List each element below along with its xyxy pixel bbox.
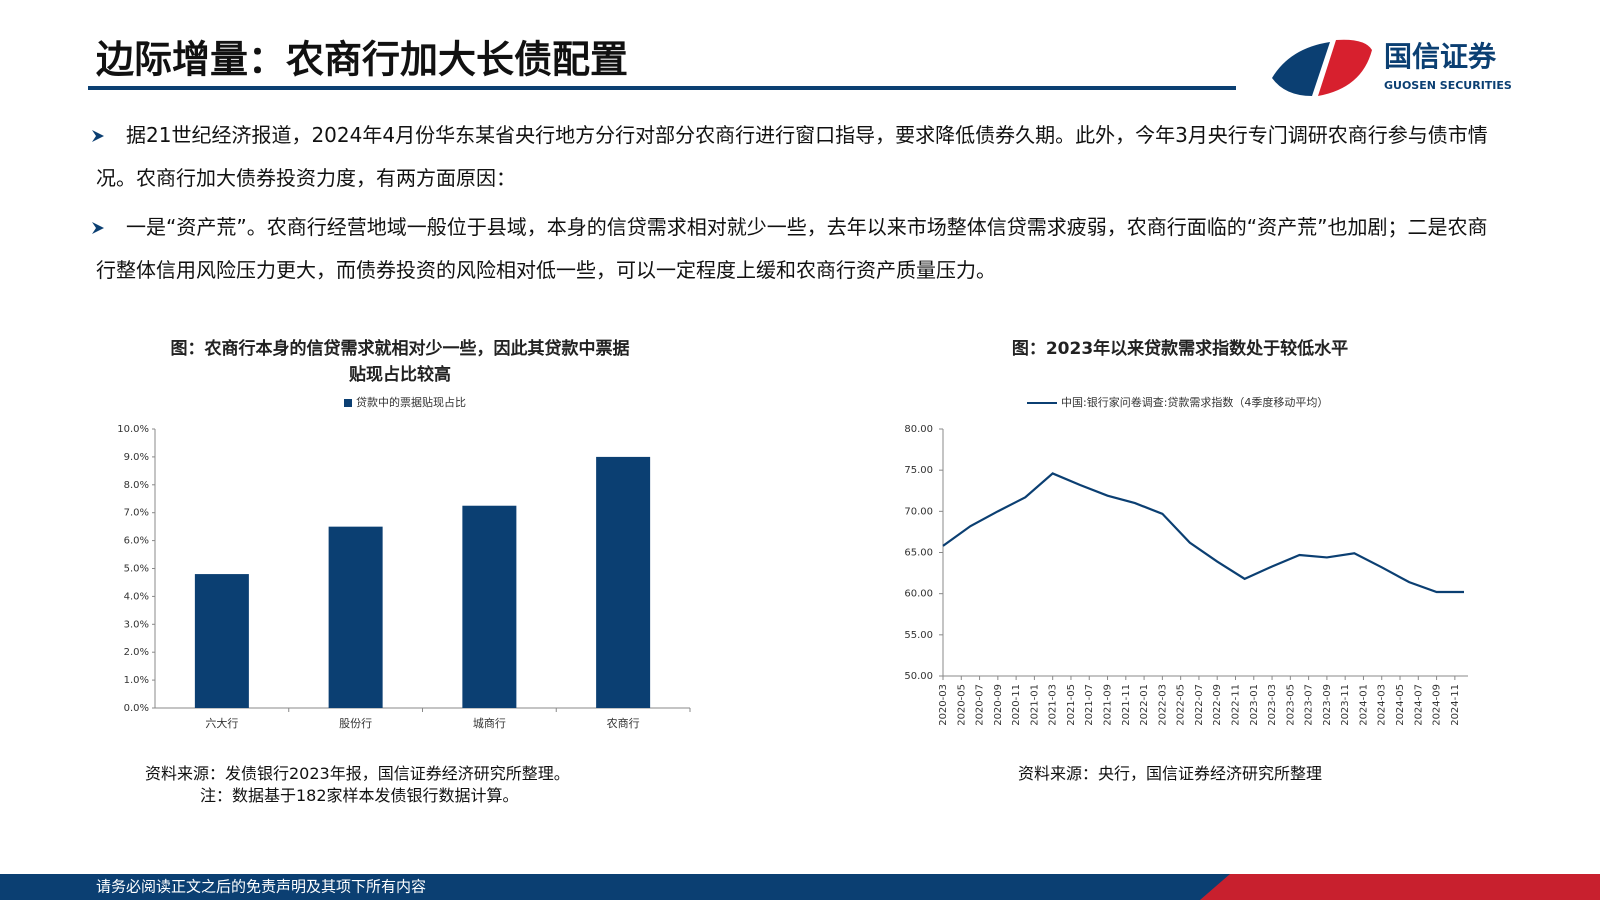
y-tick-label: 55.00: [904, 630, 933, 641]
x-tick-label: 2021-11: [1121, 684, 1132, 726]
x-tick-label: 2021-03: [1048, 684, 1059, 726]
bar: [328, 526, 383, 708]
x-tick-label: 2022-09: [1212, 684, 1223, 726]
logo: [1272, 39, 1372, 96]
x-tick-label: 2024-07: [1413, 684, 1424, 726]
x-tick-label: 2023-09: [1322, 684, 1333, 726]
x-tick-label: 2020-07: [975, 684, 986, 726]
y-tick-label: 4.0%: [124, 591, 149, 602]
x-tick-label: 2023-07: [1304, 684, 1315, 726]
y-tick-label: 1.0%: [124, 675, 149, 686]
legend-label: 中国:银行家问卷调查:贷款需求指数（4季度移动平均）: [1061, 395, 1328, 409]
chart-title: 图：农商行本身的信贷需求就相对少一些，因此其贷款中票据贴现占比较高: [170, 339, 630, 385]
x-tick-label: 2024-09: [1432, 684, 1443, 726]
bar: [194, 574, 249, 708]
x-tick-label: 2022-05: [1176, 684, 1187, 726]
y-tick-label: 3.0%: [124, 619, 149, 630]
y-tick-label: 70.00: [904, 506, 933, 517]
x-tick-label: 城商行: [473, 716, 506, 730]
x-tick-label: 2021-01: [1029, 684, 1040, 726]
slide-title: 边际增量：农商行加大长债配置: [96, 38, 628, 82]
y-tick-label: 2.0%: [124, 647, 149, 658]
y-tick-label: 50.00: [904, 671, 933, 682]
x-tick-label: 股份行: [339, 717, 372, 730]
x-tick-label: 2024-01: [1358, 684, 1369, 726]
y-tick-label: 8.0%: [124, 480, 149, 491]
y-tick-label: 6.0%: [124, 536, 149, 547]
x-tick-label: 2022-07: [1194, 684, 1205, 726]
legend-swatch: [344, 399, 352, 407]
x-tick-label: 2020-11: [1011, 684, 1022, 726]
title-rule: [88, 86, 1236, 90]
bar: [462, 505, 517, 708]
x-tick-label: 2020-05: [956, 684, 967, 726]
x-tick-label: 2022-03: [1157, 684, 1168, 726]
x-tick-label: 2023-03: [1267, 684, 1278, 726]
x-tick-label: 2023-01: [1249, 684, 1260, 726]
bullet-marker: [92, 222, 104, 234]
y-tick-label: 80.00: [904, 424, 933, 435]
x-tick-label: 2021-05: [1066, 684, 1077, 726]
x-tick-label: 2021-09: [1103, 684, 1114, 726]
y-tick-label: 9.0%: [124, 452, 149, 463]
bar: [596, 456, 651, 708]
x-tick-label: 2024-05: [1395, 684, 1406, 726]
x-tick-label: 2021-07: [1084, 684, 1095, 726]
x-tick-label: 2020-03: [938, 684, 949, 726]
x-tick-label: 2020-09: [993, 684, 1004, 726]
line: [942, 472, 1464, 594]
y-tick-label: 5.0%: [124, 564, 149, 575]
x-tick-label: 2024-11: [1450, 684, 1461, 726]
y-tick-label: 65.00: [904, 548, 933, 559]
y-tick-label: 60.00: [904, 589, 933, 600]
chart-source: 资料来源：央行，国信证券经济研究所整理: [1018, 764, 1323, 783]
chart-note: 注：数据基于182家样本发债银行数据计算。: [200, 786, 519, 805]
bullet: 一是“资产荒”。农商行经营地域一般位于县域，本身的信贷需求相对就少一些，去年以来…: [96, 215, 1488, 282]
y-tick-label: 10.0%: [117, 424, 149, 435]
x-tick-label: 六大行: [205, 716, 238, 730]
y-tick-label: 7.0%: [124, 508, 149, 519]
logo-name: 国信证券: [1384, 40, 1497, 73]
bullet: 据21世纪经济报道，2024年4月份华东某省央行地方分行对部分农商行进行窗口指导…: [96, 123, 1488, 190]
x-tick-label: 2023-05: [1285, 684, 1296, 726]
x-tick-label: 农商行: [607, 716, 640, 730]
logo-sub: GUOSEN SECURITIES: [1384, 79, 1512, 92]
y-tick-label: 75.00: [904, 465, 933, 476]
x-tick-label: 2022-11: [1230, 684, 1241, 726]
x-tick-label: 2022-01: [1139, 684, 1150, 726]
y-tick-label: 0.0%: [124, 703, 149, 714]
footer-text: 请务必阅读正文之后的免责声明及其项下所有内容: [96, 878, 426, 896]
bullet-marker: [92, 130, 104, 142]
footer-accent: [1200, 874, 1600, 900]
x-tick-label: 2023-11: [1340, 684, 1351, 726]
chart-title: 图：2023年以来贷款需求指数处于较低水平: [1011, 339, 1349, 359]
x-tick-label: 2024-03: [1377, 684, 1388, 726]
chart-source: 资料来源：发债银行2023年报，国信证券经济研究所整理。: [145, 764, 570, 783]
legend-label: 贷款中的票据贴现占比: [356, 395, 466, 409]
